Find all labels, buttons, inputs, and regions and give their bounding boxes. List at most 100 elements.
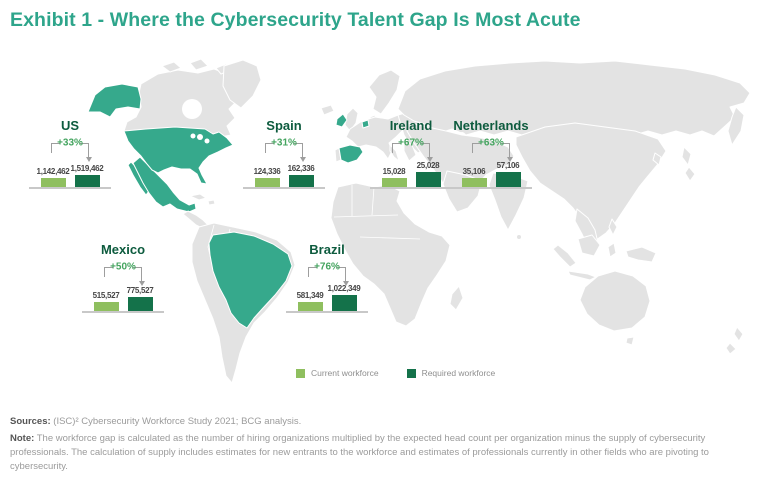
sources-line: Sources: (ISC)² Cybersecurity Workforce …	[10, 415, 758, 429]
current-workforce-group: 1,142,462	[36, 167, 70, 187]
required-workforce-bar	[74, 175, 100, 187]
chart-baseline	[82, 311, 164, 313]
bracket-left	[104, 267, 113, 277]
great-lakes	[204, 138, 210, 144]
current-workforce-bar	[461, 178, 487, 187]
current-value: 1,142,462	[36, 167, 70, 176]
map-country-greenland	[222, 59, 262, 109]
current-workforce-bar	[297, 302, 323, 311]
map-japan	[681, 146, 692, 166]
map-balkans	[403, 138, 417, 162]
growth-percent: +33%	[57, 137, 83, 149]
chart-baseline	[370, 187, 452, 189]
map-korea	[652, 152, 662, 166]
world-map-svg	[87, 58, 751, 384]
bracket-arrow	[337, 267, 349, 286]
chart-baseline	[29, 187, 111, 189]
required-workforce-bar	[288, 175, 314, 187]
map-iceland	[320, 104, 335, 116]
map-arctic-island	[161, 61, 182, 73]
legend-item-required: Required workforce	[406, 368, 496, 378]
country-chart-spain: Spain +31% 124,336 162,336	[242, 118, 326, 189]
map-new-zealand	[733, 326, 744, 342]
growth-percent: +50%	[110, 261, 136, 273]
country-chart-ireland: Ireland +67% 15,028 25,028	[369, 118, 453, 189]
map-country-netherlands	[361, 119, 370, 129]
growth-percent: +63%	[478, 137, 504, 149]
sources-label: Sources:	[10, 416, 51, 427]
map-philippines	[608, 218, 618, 236]
map-java	[567, 270, 597, 281]
country-label: Mexico	[100, 242, 146, 257]
map-sumatra	[552, 244, 577, 268]
map-hispaniola	[207, 199, 216, 206]
required-workforce-group: 1,022,349	[327, 284, 361, 311]
map-sulawesi	[607, 242, 617, 258]
map-country-brazil	[208, 231, 293, 329]
current-workforce-group: 515,527	[89, 291, 123, 311]
current-workforce-bar	[93, 302, 119, 311]
map-border-line	[371, 186, 375, 216]
country-label: Brazil	[309, 242, 345, 257]
map-country-mexico	[132, 156, 197, 213]
required-workforce-swatch	[406, 368, 416, 378]
current-workforce-group: 124,336	[250, 167, 284, 187]
bar-group: 35,106 57,106	[449, 157, 533, 187]
hudson-bay	[182, 99, 202, 119]
map-border-line	[333, 214, 399, 218]
note-text: The workforce gap is calculated as the n…	[10, 433, 709, 472]
current-value: 515,527	[92, 291, 120, 300]
current-workforce-group: 581,349	[293, 291, 327, 311]
required-value: 25,028	[416, 161, 440, 170]
map-new-zealand	[725, 342, 737, 355]
note-label: Note:	[10, 433, 35, 444]
map-scandinavia	[368, 69, 401, 115]
current-workforce-group: 35,106	[457, 167, 491, 187]
bracket-left	[472, 143, 481, 153]
required-workforce-bar	[495, 172, 521, 187]
page-title: Exhibit 1 - Where the Cybersecurity Tale…	[10, 9, 581, 31]
country-label: Netherlands	[453, 118, 529, 133]
chart-baseline	[286, 311, 368, 313]
current-workforce-bar	[40, 178, 66, 187]
growth-bracket: +63%	[472, 138, 513, 162]
map-madagascar	[449, 285, 464, 311]
map-australia	[579, 270, 651, 332]
note-line: Note: The workforce gap is calculated as…	[10, 432, 758, 473]
country-label: Spain	[266, 118, 302, 133]
bracket-left	[392, 143, 401, 153]
required-workforce-group: 57,106	[491, 161, 525, 187]
growth-percent: +31%	[271, 137, 297, 149]
growth-bracket: +31%	[265, 138, 306, 162]
growth-bracket: +50%	[104, 262, 145, 286]
map-borneo	[577, 234, 601, 257]
required-value: 1,022,349	[327, 284, 361, 293]
country-chart-us: US +33% 1,142,462 1,519,462	[28, 118, 112, 189]
growth-percent: +67%	[398, 137, 424, 149]
legend-item-current: Current workforce	[296, 368, 379, 378]
legend-label: Required workforce	[421, 368, 496, 378]
legend-label: Current workforce	[311, 368, 379, 378]
growth-annotation: +67%	[369, 137, 453, 162]
bar-group: 581,349 1,022,349	[285, 281, 369, 311]
growth-annotation: +76%	[285, 261, 369, 286]
growth-annotation: +31%	[242, 137, 326, 162]
map-country-ireland	[335, 113, 348, 128]
bar-group: 1,142,462 1,519,462	[28, 157, 112, 187]
growth-annotation: +33%	[28, 137, 112, 162]
country-chart-netherlands: Netherlands +63% 35,106 57,106	[449, 118, 533, 189]
current-workforce-swatch	[296, 368, 305, 378]
map-sri-lanka	[516, 234, 522, 240]
map-africa	[330, 182, 451, 327]
required-value: 775,527	[126, 286, 154, 295]
chart-legend: Current workforce Required workforce	[296, 368, 495, 378]
bar-group: 124,336 162,336	[242, 157, 326, 187]
required-workforce-bar	[415, 172, 441, 187]
map-japan	[684, 166, 696, 182]
current-workforce-bar	[381, 178, 407, 187]
required-value: 162,336	[287, 164, 315, 173]
chart-baseline	[450, 187, 532, 189]
bracket-arrow	[133, 267, 145, 286]
bracket-left	[308, 267, 317, 277]
growth-percent: +76%	[314, 261, 340, 273]
